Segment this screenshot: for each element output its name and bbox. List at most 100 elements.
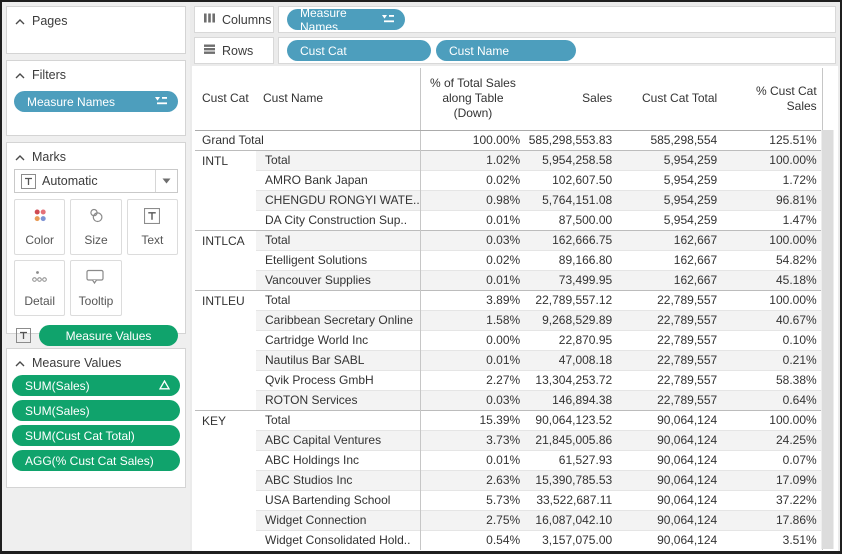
pct-cust-cat-sales-cell[interactable]: 54.82% [722,250,822,270]
cust-cat-total-cell[interactable]: 162,667 [617,270,722,290]
cust-cat-total-cell[interactable]: 5,954,259 [617,210,722,230]
sales-cell[interactable]: 5,764,151.08 [525,190,617,210]
cust-name-cell[interactable]: AMRO Bank Japan [256,170,420,190]
sales-cell[interactable]: 47,008.18 [525,350,617,370]
pct-cust-cat-sales-cell[interactable]: 100.00% [722,410,822,430]
cust-cat-total-cell[interactable]: 22,789,557 [617,330,722,350]
sales-cell[interactable]: 585,298,553.83 [525,130,617,150]
measure-pill-sum-sales-2[interactable]: SUM(Sales) [12,400,180,421]
cust-cat-total-cell[interactable]: 90,064,124 [617,470,722,490]
cust-name-header[interactable]: Cust Name [256,68,420,130]
cust-cat-total-cell[interactable]: 90,064,124 [617,410,722,430]
pct-total-sales-cell[interactable]: 2.75% [420,510,525,530]
sales-cell[interactable]: 146,894.38 [525,390,617,410]
cust-name-cell[interactable]: Widget Consolidated Hold.. [256,530,420,550]
pct-total-sales-cell[interactable]: 0.01% [420,450,525,470]
cust-cat-total-cell[interactable]: 90,064,124 [617,530,722,550]
pct-total-sales-header[interactable]: % of Total Sales along Table (Down) [420,68,525,130]
pct-total-sales-cell[interactable]: 15.39% [420,410,525,430]
pct-cust-cat-sales-cell[interactable]: 125.51% [722,130,822,150]
cust-cat-total-cell[interactable]: 90,064,124 [617,430,722,450]
pct-cust-cat-sales-cell[interactable]: 100.00% [722,150,822,170]
cust-cat-total-cell[interactable]: 5,954,259 [617,150,722,170]
cust-name-cell[interactable]: Qvik Process GmbH [256,370,420,390]
pct-cust-cat-sales-cell[interactable]: 1.72% [722,170,822,190]
pct-cust-cat-sales-cell[interactable]: 100.00% [722,290,822,310]
pct-cust-cat-sales-cell[interactable]: 100.00% [722,230,822,250]
scrollbar-thumb[interactable] [822,130,833,549]
pct-total-sales-cell[interactable]: 2.63% [420,470,525,490]
cust-name-cell[interactable]: Caribbean Secretary Online [256,310,420,330]
sort-icon[interactable] [155,95,168,109]
cust-cat-total-cell[interactable]: 90,064,124 [617,510,722,530]
sales-cell[interactable]: 3,157,075.00 [525,530,617,550]
collapse-chevron-icon[interactable] [15,148,25,166]
cust-cat-total-cell[interactable]: 22,789,557 [617,390,722,410]
cust-cat-total-header[interactable]: Cust Cat Total [617,68,722,130]
sort-icon[interactable] [382,13,395,27]
cust-name-cell[interactable]: ABC Studios Inc [256,470,420,490]
cust-name-cell[interactable]: Cartridge World Inc [256,330,420,350]
cust-cat-cell[interactable]: INTLCA [195,230,256,290]
cust-name-cell[interactable]: ABC Holdings Inc [256,450,420,470]
pct-total-sales-cell[interactable]: 0.03% [420,390,525,410]
pct-total-sales-cell[interactable]: 2.27% [420,370,525,390]
cust-cat-header[interactable]: Cust Cat [195,68,256,130]
cust-cat-total-cell[interactable]: 5,954,259 [617,170,722,190]
pct-total-sales-cell[interactable]: 0.01% [420,270,525,290]
sales-cell[interactable]: 21,845,005.86 [525,430,617,450]
cust-cat-total-cell[interactable]: 22,789,557 [617,350,722,370]
cust-cat-total-cell[interactable]: 22,789,557 [617,290,722,310]
pct-total-sales-cell[interactable]: 0.00% [420,330,525,350]
grand-total-cell[interactable]: Grand Total [195,130,420,150]
pct-cust-cat-sales-cell[interactable]: 96.81% [722,190,822,210]
pct-cust-cat-sales-cell[interactable]: 3.51% [722,530,822,550]
rows-pill-cust-cat[interactable]: Cust Cat [287,40,431,61]
cust-cat-total-cell[interactable]: 162,667 [617,250,722,270]
measure-pill-cust-cat-total[interactable]: SUM(Cust Cat Total) [12,425,180,446]
pct-cust-cat-sales-cell[interactable]: 0.64% [722,390,822,410]
collapse-chevron-icon[interactable] [15,12,25,30]
sales-cell[interactable]: 22,789,557.12 [525,290,617,310]
pct-total-sales-cell[interactable]: 100.00% [420,130,525,150]
pct-total-sales-cell[interactable]: 5.73% [420,490,525,510]
sales-cell[interactable]: 102,607.50 [525,170,617,190]
collapse-chevron-icon[interactable] [15,66,25,84]
pct-total-sales-cell[interactable]: 0.03% [420,230,525,250]
filter-pill-measure-names[interactable]: Measure Names [14,91,178,112]
mark-type-dropdown[interactable]: Automatic [14,169,178,193]
cust-name-cell[interactable]: Total [256,410,420,430]
tooltip-button[interactable]: Tooltip [70,260,121,316]
sales-cell[interactable]: 89,166.80 [525,250,617,270]
sales-cell[interactable]: 90,064,123.52 [525,410,617,430]
pct-cust-cat-sales-cell[interactable]: 45.18% [722,270,822,290]
cust-name-cell[interactable]: Vancouver Supplies [256,270,420,290]
measure-values-pill[interactable]: Measure Values [39,325,178,346]
pct-cust-cat-sales-cell[interactable]: 0.07% [722,450,822,470]
pct-cust-cat-sales-cell[interactable]: 24.25% [722,430,822,450]
cust-name-cell[interactable]: ABC Capital Ventures [256,430,420,450]
rows-pill-cust-name[interactable]: Cust Name [436,40,576,61]
pct-total-sales-cell[interactable]: 0.98% [420,190,525,210]
pct-total-sales-cell[interactable]: 1.02% [420,150,525,170]
cust-name-cell[interactable]: Total [256,290,420,310]
color-button[interactable]: Color [14,199,65,255]
sales-cell[interactable]: 9,268,529.89 [525,310,617,330]
pct-cust-cat-sales-cell[interactable]: 0.10% [722,330,822,350]
cust-cat-total-cell[interactable]: 162,667 [617,230,722,250]
pct-total-sales-cell[interactable]: 0.02% [420,250,525,270]
chevron-down-icon[interactable] [155,170,177,192]
pct-cust-cat-sales-cell[interactable]: 0.21% [722,350,822,370]
pct-total-sales-cell[interactable]: 3.73% [420,430,525,450]
cust-cat-cell[interactable]: INTLEU [195,290,256,410]
sales-cell[interactable]: 15,390,785.53 [525,470,617,490]
pct-total-sales-cell[interactable]: 0.54% [420,530,525,550]
sales-cell[interactable]: 162,666.75 [525,230,617,250]
collapse-chevron-icon[interactable] [15,354,25,372]
sales-cell[interactable]: 87,500.00 [525,210,617,230]
sales-cell[interactable]: 73,499.95 [525,270,617,290]
sales-cell[interactable]: 22,870.95 [525,330,617,350]
pct-total-sales-cell[interactable]: 0.01% [420,210,525,230]
sales-cell[interactable]: 13,304,253.72 [525,370,617,390]
sales-cell[interactable]: 61,527.93 [525,450,617,470]
